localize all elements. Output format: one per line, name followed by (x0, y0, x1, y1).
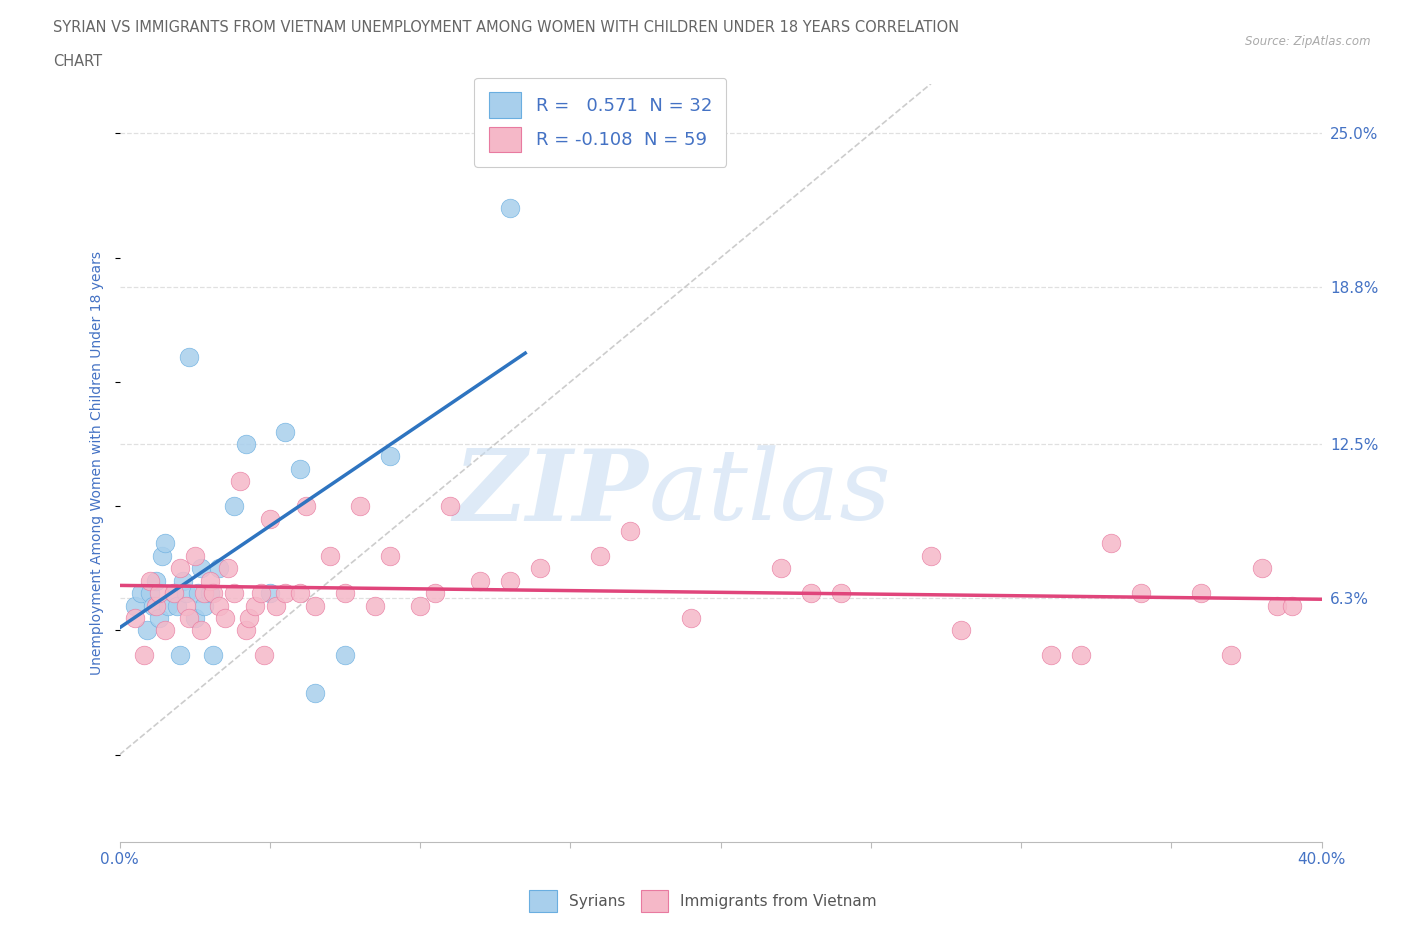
Point (208, 598, 231, 613)
Point (169, 561, 191, 576)
Point (333, 648, 356, 663)
Point (228, 474, 252, 489)
Point (1099, 536, 1122, 551)
Point (193, 598, 215, 613)
Point (142, 598, 165, 613)
Point (1070, 648, 1092, 663)
Point (172, 573, 194, 588)
Point (264, 598, 287, 613)
Point (288, 461, 311, 476)
Point (148, 586, 170, 601)
Text: atlas: atlas (648, 445, 891, 540)
Point (243, 598, 266, 613)
Point (529, 561, 551, 576)
Text: ZIP: ZIP (454, 445, 648, 541)
Point (208, 561, 231, 576)
Y-axis label: Unemployment Among Women with Children Under 18 years: Unemployment Among Women with Children U… (90, 251, 104, 674)
Point (378, 549, 401, 564)
Point (153, 623, 176, 638)
Point (235, 436, 257, 451)
Point (145, 598, 167, 613)
Point (1265, 598, 1288, 613)
Point (619, 524, 641, 538)
Point (150, 549, 173, 564)
Point (304, 598, 326, 613)
Legend: Syrians, Immigrants from Vietnam: Syrians, Immigrants from Vietnam (523, 884, 883, 918)
Point (769, 561, 792, 576)
Point (1281, 598, 1303, 613)
Point (222, 586, 245, 601)
Point (138, 573, 160, 588)
Point (259, 586, 281, 601)
Point (950, 623, 973, 638)
Text: CHART: CHART (53, 54, 103, 69)
Point (201, 586, 224, 601)
Point (235, 623, 257, 638)
Point (920, 549, 942, 564)
Legend: R =   0.571  N = 32, R = -0.108  N = 59: R = 0.571 N = 32, R = -0.108 N = 59 (474, 77, 727, 166)
Point (499, 201, 522, 216)
Point (162, 586, 184, 601)
Point (1040, 648, 1063, 663)
Point (274, 586, 297, 601)
Point (153, 536, 176, 551)
Point (364, 598, 387, 613)
Point (378, 449, 401, 464)
Point (1189, 586, 1212, 601)
Point (177, 350, 200, 365)
Point (148, 611, 170, 626)
Point (124, 611, 146, 626)
Point (177, 611, 200, 626)
Point (174, 598, 197, 613)
Point (198, 586, 221, 601)
Point (800, 586, 823, 601)
Point (288, 586, 311, 601)
Point (589, 549, 612, 564)
Point (439, 498, 461, 513)
Point (274, 424, 297, 439)
Text: SYRIAN VS IMMIGRANTS FROM VIETNAM UNEMPLOYMENT AMONG WOMEN WITH CHILDREN UNDER 1: SYRIAN VS IMMIGRANTS FROM VIETNAM UNEMPL… (53, 20, 959, 35)
Point (162, 586, 184, 601)
Point (190, 561, 212, 576)
Point (304, 685, 326, 700)
Point (423, 586, 446, 601)
Point (319, 549, 342, 564)
Point (214, 611, 236, 626)
Point (166, 598, 188, 613)
Point (124, 598, 146, 613)
Point (249, 586, 271, 601)
Point (169, 648, 191, 663)
Point (193, 586, 215, 601)
Point (295, 498, 318, 513)
Point (238, 611, 260, 626)
Point (1220, 648, 1243, 663)
Point (830, 586, 852, 601)
Point (1130, 586, 1153, 601)
Point (201, 648, 224, 663)
Point (349, 498, 371, 513)
Point (217, 561, 239, 576)
Point (409, 598, 432, 613)
Point (468, 573, 492, 588)
Point (259, 512, 281, 526)
Point (183, 611, 205, 626)
Point (174, 586, 197, 601)
Point (129, 586, 152, 601)
Point (190, 623, 212, 638)
Text: Source: ZipAtlas.com: Source: ZipAtlas.com (1246, 35, 1371, 48)
Point (145, 573, 167, 588)
Point (198, 573, 221, 588)
Point (132, 648, 155, 663)
Point (679, 611, 702, 626)
Point (333, 586, 356, 601)
Point (183, 549, 205, 564)
Point (222, 498, 245, 513)
Point (187, 586, 209, 601)
Point (138, 586, 160, 601)
Point (253, 648, 276, 663)
Point (156, 598, 179, 613)
Point (1250, 561, 1272, 576)
Point (499, 573, 522, 588)
Point (135, 623, 157, 638)
